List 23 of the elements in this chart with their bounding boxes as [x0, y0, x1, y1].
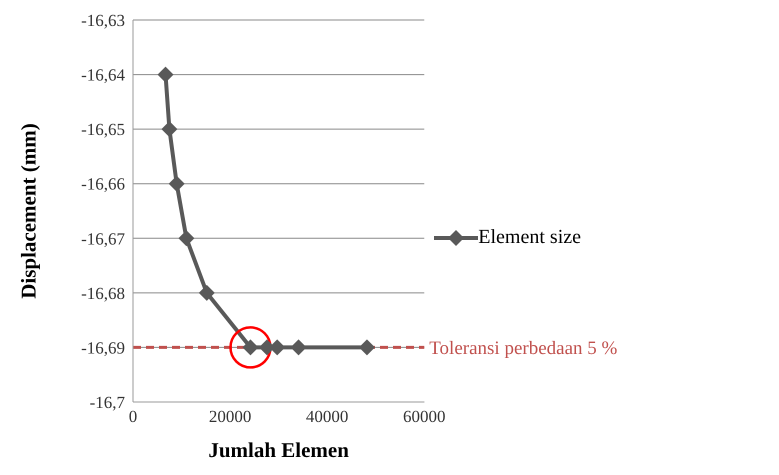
y-tick-label: -16,68	[81, 284, 125, 303]
y-tick-label: -16,64	[81, 66, 126, 85]
point	[358, 339, 375, 356]
point	[168, 176, 185, 192]
point	[178, 230, 194, 246]
y-tick-label: -16,63	[81, 11, 125, 30]
point	[161, 121, 178, 138]
y-tick-label: -16,66	[81, 174, 125, 194]
x-tick-label: 0	[128, 407, 138, 426]
point	[158, 66, 174, 83]
y-tick-label: -16,67	[81, 229, 126, 248]
x-tick-label: 40000	[306, 407, 348, 426]
y-tick-label: -16,7	[90, 393, 126, 412]
legend-label: Element size	[478, 226, 581, 249]
y-tick-label: -16,65	[81, 120, 125, 140]
x-axis-title: Jumlah Elemen	[208, 438, 350, 462]
point	[198, 284, 215, 301]
x-tick-label: 60000	[403, 407, 446, 426]
y-axis-title: Displacement (mm)	[16, 123, 40, 299]
y-tick-label: -16,69	[81, 338, 125, 358]
ref-line-label: Toleransi perbedaan 5 %	[429, 338, 618, 360]
x-tick-label: 20000	[208, 407, 252, 426]
point	[290, 339, 307, 356]
